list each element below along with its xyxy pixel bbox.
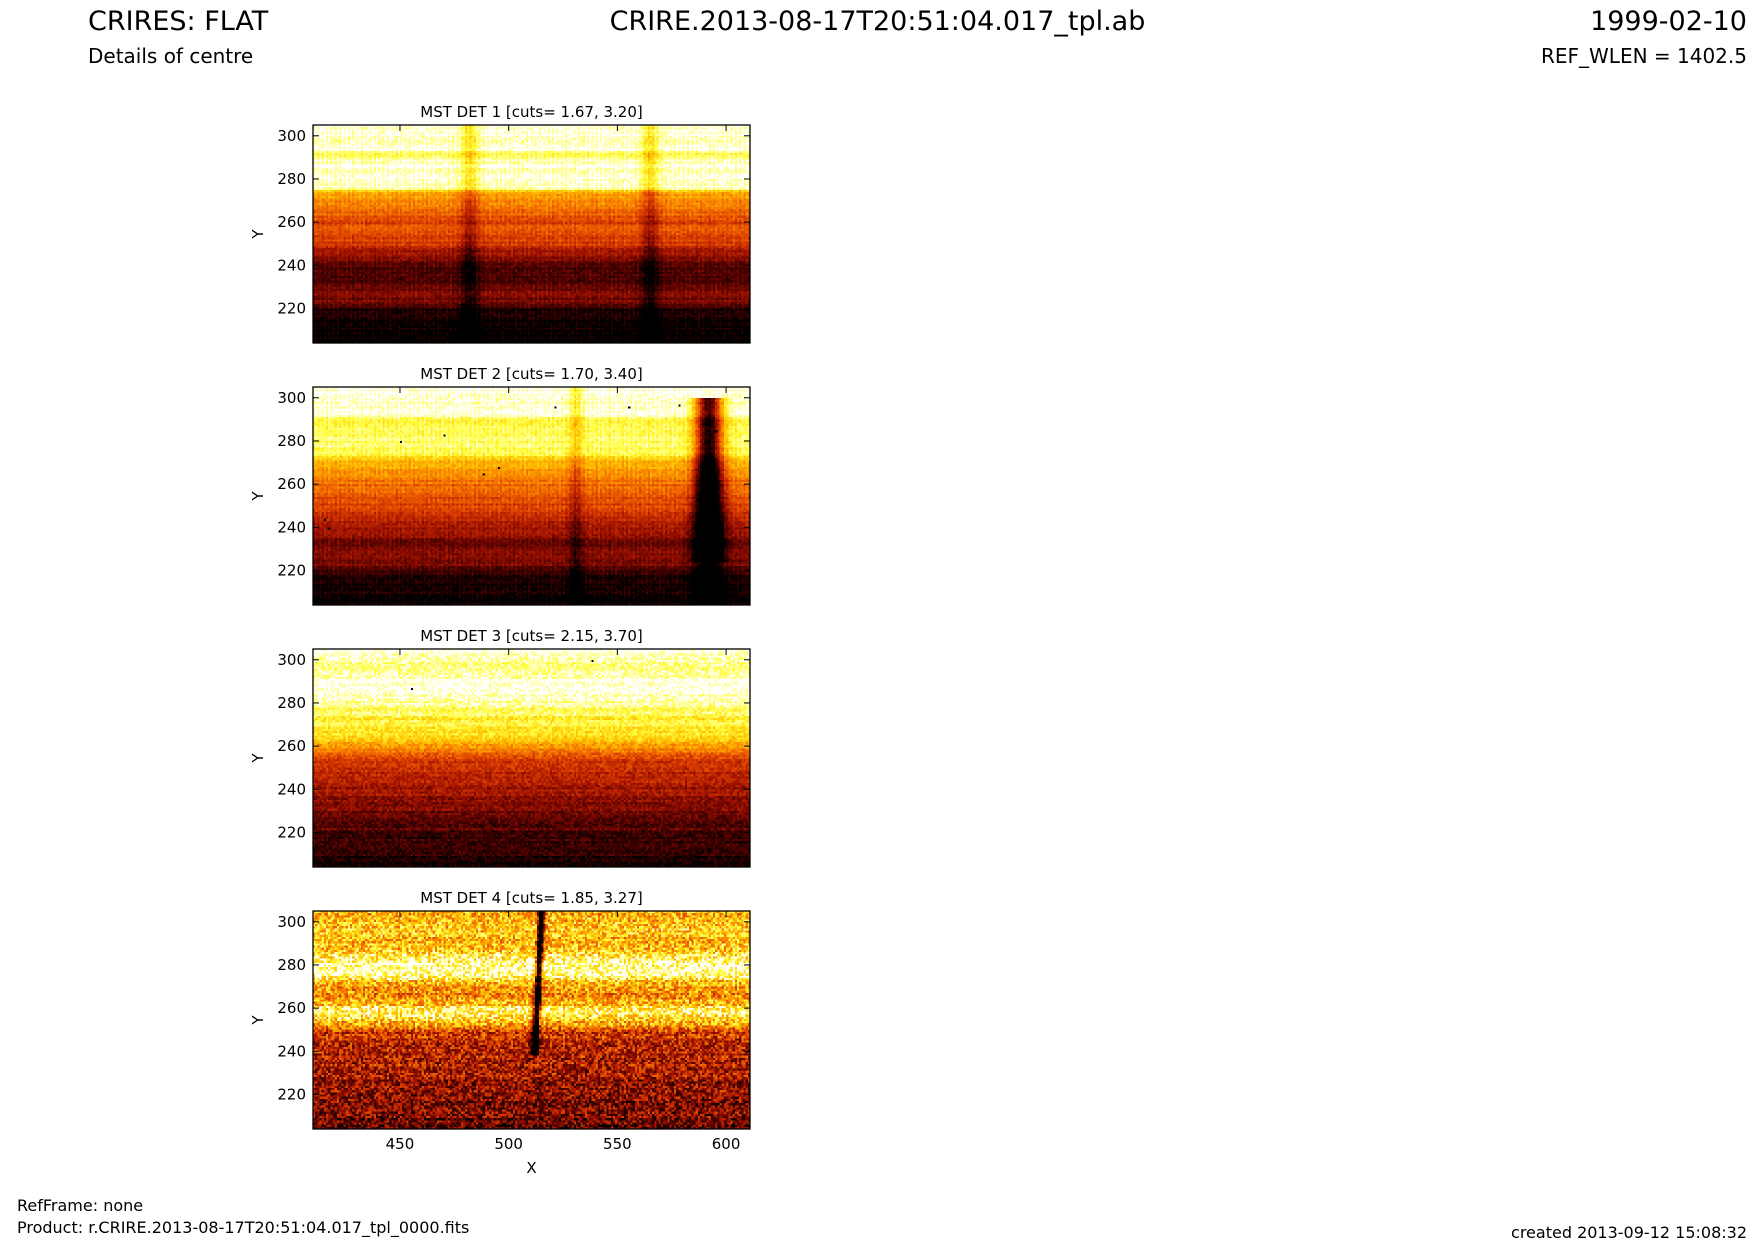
y-tick-label: 260	[277, 475, 306, 493]
page-title: CRIRES: FLAT	[88, 6, 269, 37]
panel-title-1: MST DET 1 [cuts= 1.67, 3.20]	[420, 103, 643, 121]
axes-frame-2	[312, 386, 751, 606]
y-tick-label: 240	[277, 780, 306, 798]
y-tick-label: 260	[277, 213, 306, 231]
y-axis-label: Y	[249, 753, 267, 764]
page-subtitle: Details of centre	[88, 44, 254, 68]
panel-title-4: MST DET 4 [cuts= 1.85, 3.27]	[420, 889, 643, 907]
x-axis-label: X	[526, 1159, 536, 1177]
ref-frame: RefFrame: none	[17, 1196, 144, 1215]
y-tick-label: 280	[277, 956, 306, 974]
y-tick-label: 240	[277, 1042, 306, 1060]
panel-title-2: MST DET 2 [cuts= 1.70, 3.40]	[420, 365, 643, 383]
y-tick-label: 300	[277, 651, 306, 669]
y-axis-label: Y	[249, 1015, 267, 1026]
y-axis-label: Y	[249, 491, 267, 502]
y-axis-label: Y	[249, 229, 267, 240]
y-tick-label: 280	[277, 170, 306, 188]
y-tick-label: 220	[277, 299, 306, 317]
y-tick-label: 280	[277, 694, 306, 712]
detector-image-4	[313, 911, 750, 1129]
axes-frame-4	[312, 910, 751, 1130]
file-name: CRIRE.2013-08-17T20:51:04.017_tpl.ab	[609, 6, 1146, 37]
panel-title-3: MST DET 3 [cuts= 2.15, 3.70]	[420, 627, 643, 645]
detector-image-2	[313, 387, 750, 605]
y-tick-label: 220	[277, 823, 306, 841]
x-tick-label: 600	[712, 1135, 741, 1153]
x-tick-label: 550	[603, 1135, 632, 1153]
y-tick-label: 260	[277, 737, 306, 755]
y-tick-label: 220	[277, 1085, 306, 1103]
observation-date: 1999-02-10	[1590, 6, 1747, 37]
y-tick-label: 300	[277, 127, 306, 145]
x-tick-label: 450	[386, 1135, 415, 1153]
y-tick-label: 220	[277, 561, 306, 579]
product-name: Product: r.CRIRE.2013-08-17T20:51:04.017…	[17, 1218, 470, 1237]
x-tick-label: 500	[494, 1135, 523, 1153]
ref-wavelength: REF_WLEN = 1402.5	[1540, 44, 1747, 68]
created-timestamp: created 2013-09-12 15:08:32	[1511, 1223, 1747, 1242]
axes-frame-1	[312, 124, 751, 344]
y-tick-label: 280	[277, 432, 306, 450]
axes-frame-3	[312, 648, 751, 868]
y-tick-label: 240	[277, 256, 306, 274]
detector-image-1	[313, 125, 750, 343]
y-tick-label: 240	[277, 518, 306, 536]
y-tick-label: 300	[277, 389, 306, 407]
detector-image-3	[313, 649, 750, 867]
y-tick-label: 260	[277, 999, 306, 1017]
y-tick-label: 300	[277, 913, 306, 931]
